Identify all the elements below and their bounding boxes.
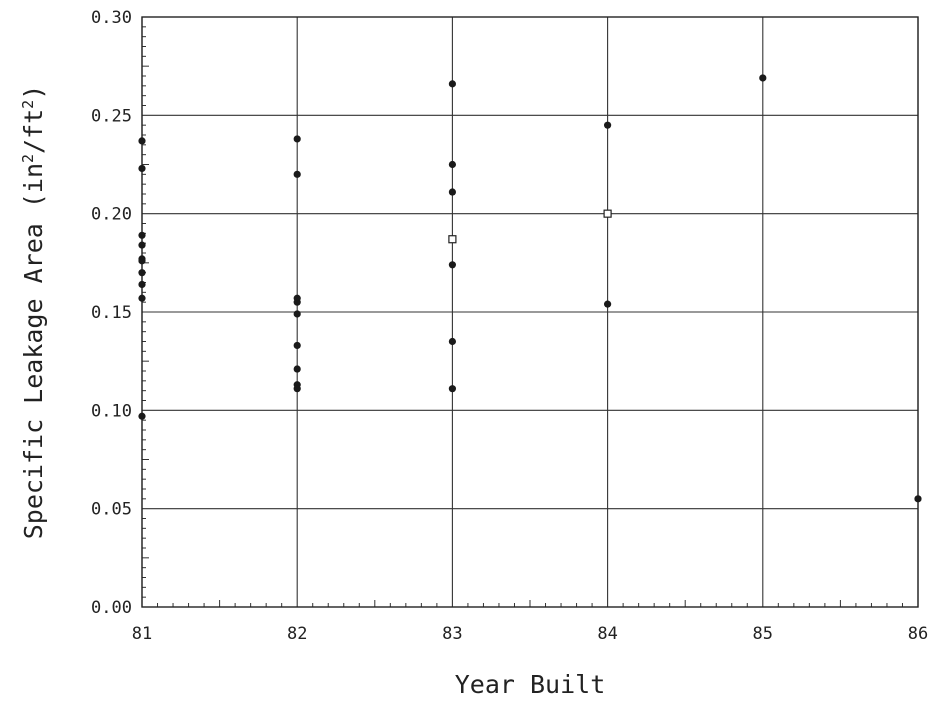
data-point	[293, 385, 301, 393]
y-axis-title-sup2: 2	[19, 100, 37, 109]
data-point	[448, 385, 456, 393]
y-tick-label: 0.25	[91, 106, 132, 126]
y-axis-title-end: )	[19, 85, 48, 100]
y-tick-label: 0.20	[91, 205, 132, 225]
data-point	[448, 188, 456, 196]
data-point	[138, 412, 146, 420]
data-point	[293, 135, 301, 143]
y-tick-label: 0.00	[91, 598, 132, 618]
data-point	[138, 231, 146, 239]
data-point	[138, 269, 146, 277]
data-point-open-square	[603, 209, 612, 218]
data-point	[138, 257, 146, 265]
data-point	[293, 310, 301, 318]
x-tick-label: 85	[753, 624, 773, 644]
data-point	[138, 164, 146, 173]
data-point-open-square	[448, 235, 457, 244]
y-axis-title-main: Specific Leakage Area (in	[19, 163, 48, 539]
data-point	[293, 341, 301, 350]
data-point	[293, 298, 301, 306]
data-points	[138, 74, 922, 503]
y-axis-title: Specific Leakage Area (in2/ft2)	[19, 85, 48, 540]
data-point	[293, 365, 301, 373]
data-point	[448, 337, 456, 346]
data-point	[914, 495, 922, 503]
x-tick-label: 84	[597, 624, 617, 644]
data-point	[604, 300, 612, 308]
y-tick-label: 0.10	[91, 401, 132, 421]
data-point	[448, 261, 456, 269]
x-tick-label: 86	[908, 624, 928, 644]
x-tick-label: 83	[442, 624, 462, 644]
plot-frame	[141, 16, 919, 608]
data-point	[138, 280, 146, 289]
data-point	[448, 80, 456, 88]
x-tick-label: 81	[132, 624, 152, 644]
y-tick-label: 0.05	[91, 500, 132, 520]
y-axis-title-sup1: 2	[19, 154, 37, 163]
y-axis-title-mid: /ft	[19, 109, 48, 154]
x-axis-title: Year Built	[455, 670, 606, 699]
y-tick-labels: 0.00 0.05 0.10 0.15 0.20 0.25 0.30	[91, 8, 132, 618]
data-point	[138, 294, 146, 302]
data-point	[759, 74, 767, 82]
data-point	[448, 160, 456, 169]
x-tick-label: 82	[287, 624, 307, 644]
data-point	[293, 170, 301, 178]
x-tick-labels: 81 82 83 84 85 86	[132, 624, 928, 644]
y-tick-label: 0.15	[91, 303, 132, 323]
data-point	[138, 241, 146, 249]
y-tick-label: 0.30	[91, 8, 132, 28]
data-point	[604, 121, 612, 129]
data-point	[138, 137, 146, 145]
